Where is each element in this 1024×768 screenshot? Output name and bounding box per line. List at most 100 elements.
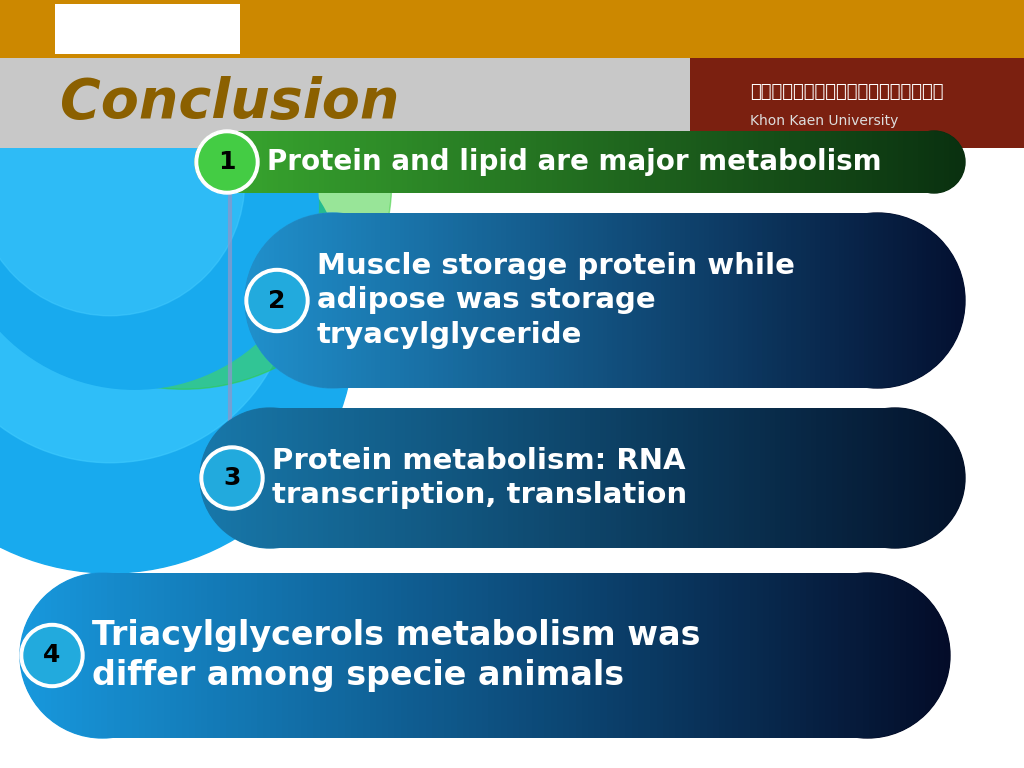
Bar bbox=[467, 213, 473, 388]
Bar bbox=[931, 213, 938, 388]
Bar bbox=[436, 408, 442, 548]
Bar bbox=[825, 573, 833, 738]
Bar bbox=[861, 131, 867, 193]
Bar bbox=[719, 573, 727, 738]
Bar bbox=[395, 408, 401, 548]
Bar bbox=[946, 213, 951, 388]
Bar bbox=[929, 408, 936, 548]
Bar bbox=[888, 131, 894, 193]
Bar bbox=[801, 408, 807, 548]
Bar bbox=[563, 573, 570, 738]
Bar bbox=[552, 131, 558, 193]
Bar bbox=[506, 213, 512, 388]
Bar bbox=[303, 408, 309, 548]
Bar bbox=[559, 408, 566, 548]
Bar bbox=[535, 213, 541, 388]
Text: Conclusion: Conclusion bbox=[60, 76, 399, 130]
Bar bbox=[831, 408, 838, 548]
Bar bbox=[530, 213, 536, 388]
Bar bbox=[513, 408, 519, 548]
Bar bbox=[376, 131, 383, 193]
Bar bbox=[719, 408, 725, 548]
Bar bbox=[293, 408, 299, 548]
Bar bbox=[443, 131, 450, 193]
Bar bbox=[210, 408, 217, 548]
Bar bbox=[447, 213, 454, 388]
Bar bbox=[464, 131, 470, 193]
Bar bbox=[501, 213, 508, 388]
Bar bbox=[215, 408, 221, 548]
Bar bbox=[518, 408, 525, 548]
Bar bbox=[612, 213, 618, 388]
Bar bbox=[114, 573, 121, 738]
Bar bbox=[801, 213, 807, 388]
Bar bbox=[564, 213, 569, 388]
Bar bbox=[842, 408, 848, 548]
Bar bbox=[388, 573, 395, 738]
Bar bbox=[406, 408, 412, 548]
Bar bbox=[351, 213, 357, 388]
Bar bbox=[257, 573, 265, 738]
Bar bbox=[530, 213, 537, 388]
Bar bbox=[593, 131, 599, 193]
Bar bbox=[158, 573, 165, 738]
Circle shape bbox=[0, 46, 245, 316]
Text: 1: 1 bbox=[218, 150, 236, 174]
Bar bbox=[365, 408, 371, 548]
Bar bbox=[906, 573, 914, 738]
Bar bbox=[463, 213, 469, 388]
Bar bbox=[76, 573, 84, 738]
Bar bbox=[195, 573, 202, 738]
Bar bbox=[385, 408, 391, 548]
Bar bbox=[401, 131, 408, 193]
Bar bbox=[856, 131, 862, 193]
Bar bbox=[816, 408, 822, 548]
Bar bbox=[748, 213, 754, 388]
Bar bbox=[831, 573, 839, 738]
Bar bbox=[755, 408, 761, 548]
Bar bbox=[666, 131, 672, 193]
Circle shape bbox=[195, 130, 259, 194]
Bar bbox=[791, 408, 797, 548]
Bar bbox=[764, 131, 770, 193]
Bar bbox=[593, 213, 599, 388]
Bar bbox=[830, 131, 837, 193]
Bar bbox=[242, 131, 248, 193]
Bar bbox=[158, 573, 165, 738]
Bar bbox=[380, 408, 386, 548]
Bar bbox=[262, 131, 268, 193]
Bar bbox=[132, 573, 140, 738]
Bar bbox=[615, 408, 623, 548]
Bar bbox=[620, 573, 627, 738]
Bar bbox=[775, 408, 781, 548]
Bar bbox=[314, 131, 319, 193]
Bar bbox=[888, 573, 895, 738]
Bar bbox=[537, 131, 542, 193]
Bar bbox=[801, 408, 807, 548]
Bar bbox=[495, 573, 502, 738]
Bar bbox=[27, 573, 34, 738]
Bar bbox=[815, 131, 822, 193]
Bar bbox=[498, 408, 504, 548]
Bar bbox=[847, 408, 853, 548]
Bar bbox=[394, 573, 402, 738]
Bar bbox=[474, 131, 480, 193]
Bar bbox=[626, 573, 633, 738]
Bar bbox=[939, 408, 945, 548]
Bar bbox=[574, 408, 582, 548]
Bar bbox=[737, 131, 743, 193]
Bar bbox=[569, 408, 575, 548]
Bar bbox=[965, 131, 972, 193]
Bar bbox=[261, 408, 267, 548]
Bar bbox=[412, 131, 419, 193]
Bar bbox=[575, 573, 584, 738]
Bar bbox=[391, 131, 397, 193]
Bar bbox=[852, 408, 859, 548]
Bar bbox=[284, 213, 290, 388]
Bar bbox=[557, 573, 564, 738]
Bar bbox=[944, 131, 951, 193]
Bar bbox=[213, 573, 221, 738]
Bar bbox=[669, 573, 676, 738]
Bar bbox=[239, 573, 246, 738]
Bar bbox=[338, 573, 346, 738]
